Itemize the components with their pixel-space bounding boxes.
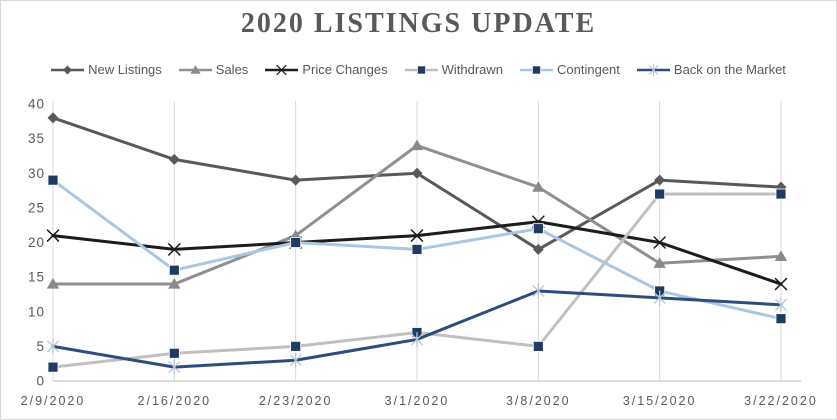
x-axis-tick-label: 3/15/2020 [623, 394, 697, 408]
x-axis-tick-label: 2/9/2020 [21, 394, 86, 408]
asterisk-icon [532, 283, 545, 299]
asterisk-icon [289, 352, 302, 368]
asterisk-legend-marker-icon [636, 63, 670, 76]
diamond-icon [532, 243, 544, 255]
square-icon [290, 237, 302, 248]
legend-item-new-listings: New Listings [51, 62, 162, 77]
diamond-icon [411, 167, 423, 179]
y-axis: 0 5 10 15 20 25 30 35 40 [28, 97, 45, 389]
legend-item-back-on-the-market: Back on the Market [636, 62, 786, 77]
triangle-icon [410, 139, 424, 151]
legend-label: Withdrawn [441, 62, 504, 77]
legend-label: Price Changes [302, 62, 388, 77]
triangle-icon [168, 278, 181, 289]
square-icon [290, 340, 302, 352]
legend-item-contingent: Contingent [520, 62, 620, 77]
square-legend-marker-icon [404, 65, 438, 74]
diamond-icon [63, 64, 73, 75]
x-icon [276, 64, 287, 75]
x-axis-tick-label: 2/16/2020 [138, 394, 212, 408]
y-axis-tick-label: 15 [28, 270, 45, 285]
triangle-icon [190, 64, 201, 74]
legend: New Listings Sales Price Changes Withdrawn C… [1, 62, 836, 77]
x-icon [774, 277, 788, 291]
y-axis-tick-label: 5 [36, 339, 45, 354]
triangle-icon [532, 181, 545, 192]
diamond-icon [654, 174, 666, 186]
x-legend-marker-icon [265, 64, 299, 75]
asterisk-icon [47, 338, 59, 354]
square-icon [168, 264, 180, 276]
x-axis-tick-label: 3/8/2020 [506, 394, 571, 408]
y-axis-tick-label: 40 [28, 97, 45, 112]
x-axis-tick-label: 3/1/2020 [385, 394, 450, 408]
series-new-listings [47, 112, 787, 255]
square-icon [168, 347, 180, 359]
x-icon [46, 229, 60, 242]
legend-item-withdrawn: Withdrawn [404, 62, 504, 77]
square-icon [775, 188, 787, 200]
legend-item-sales: Sales [178, 62, 249, 77]
asterisk-icon [653, 290, 666, 306]
legend-label: Sales [215, 62, 249, 77]
square-icon [532, 340, 544, 352]
square-icon [47, 174, 59, 186]
triangle-legend-marker-icon [178, 64, 212, 74]
asterisk-icon [775, 297, 787, 313]
series-back-on-the-market [47, 283, 787, 375]
legend-label: Contingent [557, 62, 620, 77]
triangle-icon [774, 250, 788, 261]
diamond-icon [168, 153, 180, 165]
square-icon [416, 65, 426, 74]
square-icon [532, 65, 542, 74]
square-icon [654, 188, 666, 200]
square-legend-marker-icon [520, 65, 554, 74]
y-axis-tick-label: 20 [28, 235, 45, 250]
x-axis: 2/9/2020 2/16/2020 2/23/2020 3/1/2020 3/8/20… [21, 394, 818, 408]
square-icon [47, 361, 59, 373]
triangle-icon [46, 278, 60, 289]
x-icon [653, 236, 666, 249]
x-icon [410, 229, 424, 242]
legend-label: Back on the Market [673, 62, 786, 77]
y-axis-tick-label: 25 [28, 200, 45, 215]
triangle-icon [653, 257, 666, 268]
y-axis-tick-label: 0 [36, 374, 45, 389]
asterisk-icon [411, 331, 423, 347]
asterisk-icon [168, 359, 181, 375]
asterisk-icon [648, 63, 659, 76]
chart-title: 2020 LISTINGS UPDATE [240, 8, 597, 39]
diamond-icon [47, 112, 59, 124]
diamond-icon [290, 174, 302, 186]
y-axis-tick-label: 35 [28, 131, 45, 146]
y-axis-tick-label: 30 [28, 166, 45, 181]
y-axis-tick-label: 10 [28, 304, 45, 319]
x-axis-tick-label: 3/22/2020 [744, 394, 818, 408]
x-icon [168, 243, 181, 256]
square-icon [775, 313, 787, 325]
legend-label: New Listings [88, 62, 162, 77]
square-icon [411, 244, 423, 255]
x-axis-tick-label: 2/23/2020 [259, 394, 333, 408]
square-icon [532, 223, 544, 235]
legend-item-price-changes: Price Changes [265, 62, 388, 77]
series-sales [46, 139, 788, 289]
diamond-legend-marker-icon [51, 64, 85, 75]
